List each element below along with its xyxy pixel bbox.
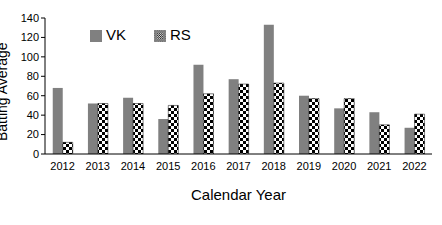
svg-text:2016: 2016 (191, 160, 215, 172)
svg-text:140: 140 (21, 12, 39, 24)
svg-text:120: 120 (21, 31, 39, 43)
svg-text:100: 100 (21, 51, 39, 63)
svg-text:2013: 2013 (86, 160, 110, 172)
html-text:VK: VK (106, 26, 126, 43)
svg-text:2020: 2020 (332, 160, 356, 172)
svg-text:0: 0 (33, 148, 39, 160)
svg-text:Calendar Year: Calendar Year (191, 186, 286, 203)
svg-text:80: 80 (27, 70, 39, 82)
svg-text:40: 40 (27, 109, 39, 121)
svg-text:60: 60 (27, 90, 39, 102)
svg-text:2015: 2015 (156, 160, 180, 172)
svg-text:Batting Average: Batting Average (8, 42, 10, 141)
svg-text:2017: 2017 (226, 160, 250, 172)
svg-text:2012: 2012 (50, 160, 74, 172)
svg-text:2022: 2022 (402, 160, 426, 172)
svg-text:2018: 2018 (261, 160, 285, 172)
html-text:RS: RS (170, 26, 191, 43)
svg-text:2021: 2021 (367, 160, 391, 172)
svg-text:2014: 2014 (121, 160, 145, 172)
svg-text:20: 20 (27, 128, 39, 140)
svg-text:2019: 2019 (297, 160, 321, 172)
